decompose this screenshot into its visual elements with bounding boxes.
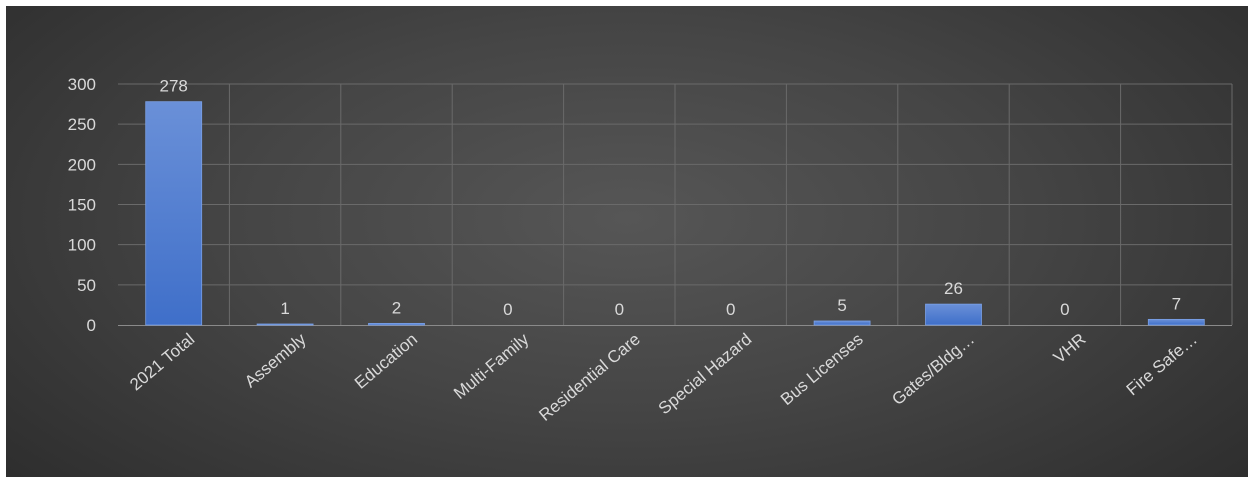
- y-tick-label: 0: [87, 316, 96, 335]
- data-label: 2: [392, 298, 401, 317]
- data-label: 0: [615, 300, 624, 319]
- y-tick-label: 250: [68, 115, 96, 134]
- data-label: 5: [837, 296, 846, 315]
- bar: [256, 323, 314, 326]
- data-label: 26: [944, 279, 963, 298]
- x-tick-label: Multi-Family: [450, 329, 533, 403]
- y-tick-label: 50: [77, 276, 96, 295]
- bars: [145, 101, 1205, 326]
- bar: [925, 303, 982, 326]
- bar: [813, 320, 871, 326]
- x-tick-label: Special Hazard: [655, 330, 756, 419]
- x-tick-label: VHR: [1050, 330, 1090, 368]
- data-labels: 278 1 2 0 0 0 5 26 0 7: [160, 77, 1182, 319]
- y-tick-label: 300: [68, 75, 96, 94]
- data-label: 0: [1060, 300, 1069, 319]
- x-tick-label: Assembly: [241, 329, 310, 391]
- data-label: 0: [503, 300, 512, 319]
- y-axis: 0 50 100 150 200 250 300: [68, 75, 96, 335]
- x-tick-label: Education: [351, 330, 421, 393]
- y-tick-label: 100: [68, 236, 96, 255]
- x-tick-label: 2021 Total: [126, 330, 198, 395]
- bar: [1147, 318, 1205, 326]
- y-tick-label: 150: [68, 196, 96, 215]
- data-label: 278: [160, 77, 188, 96]
- x-tick-label: Gates/Bldg…: [888, 330, 978, 410]
- x-axis: 2021 Total Assembly Education Multi-Family R…: [126, 329, 1201, 425]
- y-tick-label: 200: [68, 155, 96, 174]
- chart-area: 0 50 100 150 200 250 300 278 1 2 0 0 0 5 26 0 7 2021 To…: [6, 6, 1248, 477]
- data-label: 0: [726, 300, 735, 319]
- data-label: 7: [1172, 294, 1181, 313]
- gridlines: [118, 83, 1233, 326]
- x-tick-label: Bus Licenses: [777, 330, 867, 410]
- bar: [145, 101, 203, 326]
- bar: [368, 322, 425, 326]
- data-label: 1: [280, 299, 289, 318]
- x-tick-label: Residential Care: [535, 330, 643, 425]
- x-tick-label: Fire Safe…: [1123, 330, 1201, 400]
